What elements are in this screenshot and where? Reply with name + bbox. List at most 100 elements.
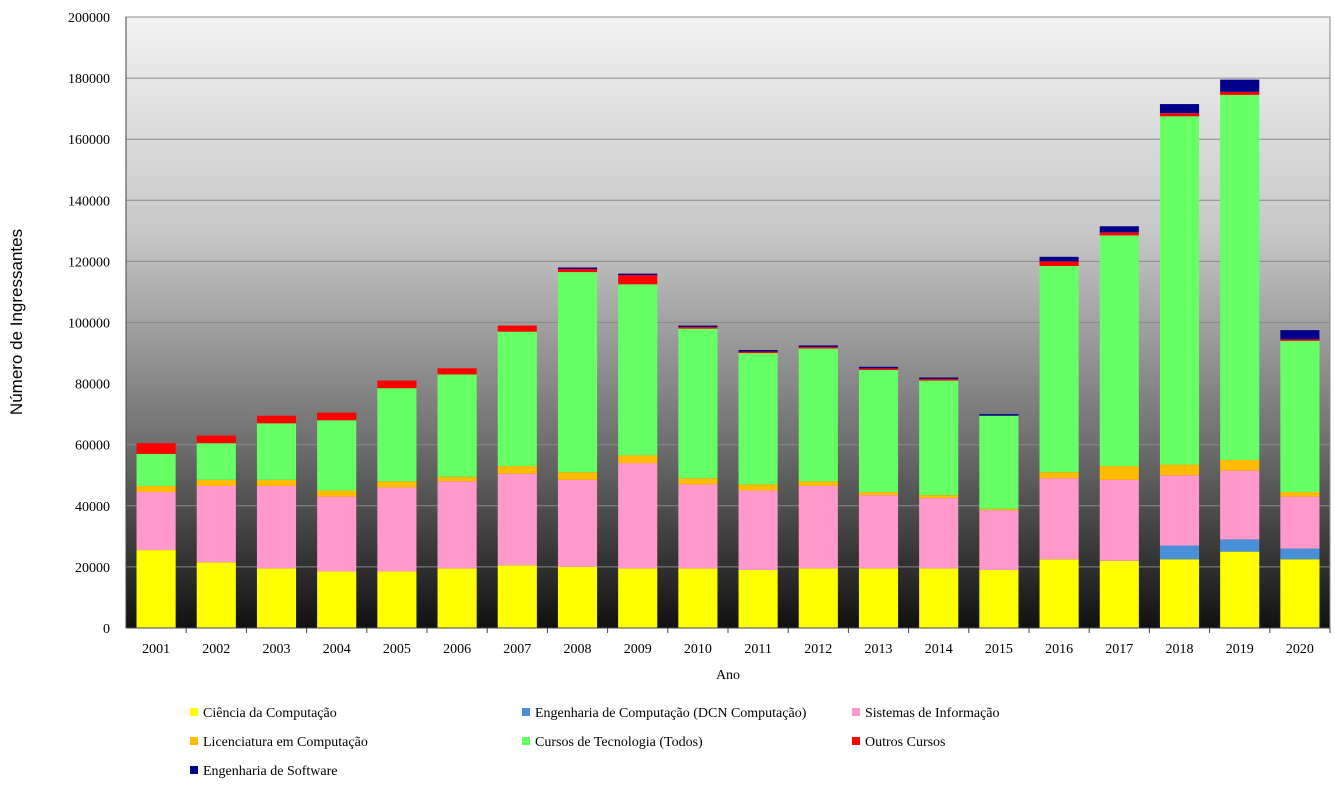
x-tick-label: 2016 (1045, 642, 1073, 657)
bar-segment (1039, 261, 1079, 266)
bar-segment (256, 479, 297, 486)
bar-segment (858, 366, 899, 369)
x-tick-label: 2019 (1226, 642, 1254, 657)
x-tick-label: 2011 (744, 642, 771, 657)
bar-segment (1280, 330, 1320, 340)
x-tick-label: 2007 (503, 642, 531, 657)
bar-segment (497, 331, 537, 467)
bar-segment (678, 327, 718, 329)
legend-swatch (852, 737, 860, 745)
legend-entry: Ciência da Computação (203, 706, 337, 721)
bar-segment (1099, 235, 1139, 467)
bar-segment (979, 508, 1019, 511)
bar-segment (557, 269, 598, 273)
bar-segment (1099, 479, 1139, 561)
bar-segment (1220, 91, 1260, 95)
x-tick-label: 2010 (684, 642, 712, 657)
bar-segment (1159, 113, 1200, 117)
legend-entry: Outros Cursos (865, 735, 946, 750)
bar-segment (618, 284, 658, 456)
y-tick-label: 60000 (75, 439, 110, 454)
bar-segment (317, 571, 357, 628)
bar-segment (798, 348, 838, 482)
legend-swatch (190, 766, 198, 774)
bar-segment (919, 377, 959, 380)
bar-segment (136, 492, 176, 551)
x-tick-label: 2020 (1286, 642, 1314, 657)
bar-segment (377, 388, 417, 482)
legend-entry: Engenharia de Computação (DCN Computação… (535, 706, 807, 721)
y-axis-label: Número de Ingressantes (7, 229, 26, 415)
bar-segment (437, 481, 477, 569)
bar-segment (196, 485, 236, 563)
bar-segment (618, 275, 658, 285)
bar-segment (317, 412, 357, 421)
bar-segment (858, 495, 899, 569)
bar-segment (919, 379, 959, 381)
bar-segment (1039, 265, 1079, 473)
bar-segment (196, 435, 236, 444)
legend-swatch (190, 737, 198, 745)
bar-segment (557, 472, 598, 480)
bar-segment (798, 345, 838, 347)
bar-segment (256, 485, 297, 569)
bar-segment (1220, 539, 1260, 552)
x-tick-label: 2005 (383, 642, 411, 657)
legend-swatch (190, 708, 198, 716)
x-tick-label: 2003 (263, 642, 291, 657)
bar-segment (1159, 545, 1200, 560)
x-tick-label: 2004 (323, 642, 351, 657)
legend-entry: Licenciatura em Computação (203, 735, 368, 750)
bar-segment (979, 510, 1019, 570)
bar-segment (497, 325, 537, 332)
bar-segment (738, 353, 778, 485)
bar-segment (618, 568, 658, 628)
x-axis-label: Ano (716, 668, 740, 683)
bar-segment (377, 571, 417, 628)
bar-segment (437, 368, 477, 375)
bar-segment (377, 380, 417, 389)
bar-segment (738, 490, 778, 570)
bar-segment (1220, 459, 1260, 471)
bar-segment (678, 478, 718, 485)
y-tick-label: 40000 (75, 500, 110, 515)
bars (136, 79, 1320, 628)
bar-segment (196, 562, 236, 628)
bar-segment (557, 267, 598, 270)
y-tick-label: 180000 (68, 72, 110, 87)
bar-segment (798, 568, 838, 628)
bar-segment (1280, 492, 1320, 497)
y-tick-label: 0 (103, 622, 110, 637)
legend-swatch (522, 737, 530, 745)
bar-segment (1099, 232, 1139, 236)
bar-segment (858, 369, 899, 493)
bar-segment (678, 325, 718, 328)
x-tick-label: 2009 (624, 642, 652, 657)
bar-segment (1039, 478, 1079, 560)
bar-segment (557, 272, 598, 473)
bar-segment (1220, 470, 1260, 540)
x-tick-label: 2015 (985, 642, 1013, 657)
bar-segment (618, 455, 658, 464)
x-tick-label: 2017 (1105, 642, 1133, 657)
bar-segment (377, 487, 417, 572)
bar-segment (678, 328, 718, 479)
bar-segment (678, 568, 718, 628)
bar-segment (196, 479, 236, 486)
bar-segment (1280, 559, 1320, 628)
bar-segment (738, 484, 778, 491)
bar-segment (1159, 116, 1200, 465)
bar-segment (1220, 79, 1260, 92)
bar-segment (256, 568, 297, 628)
legend-entry: Cursos de Tecnologia (Todos) (535, 735, 703, 750)
bar-segment (919, 380, 959, 496)
bar-segment (798, 485, 838, 569)
x-tick-label: 2014 (925, 642, 953, 657)
bar-segment (1159, 104, 1200, 114)
bar-segment (1280, 548, 1320, 560)
bar-segment (437, 476, 477, 482)
bar-segment (738, 569, 778, 628)
bar-segment (618, 273, 658, 276)
x-tick-label: 2001 (142, 642, 170, 657)
